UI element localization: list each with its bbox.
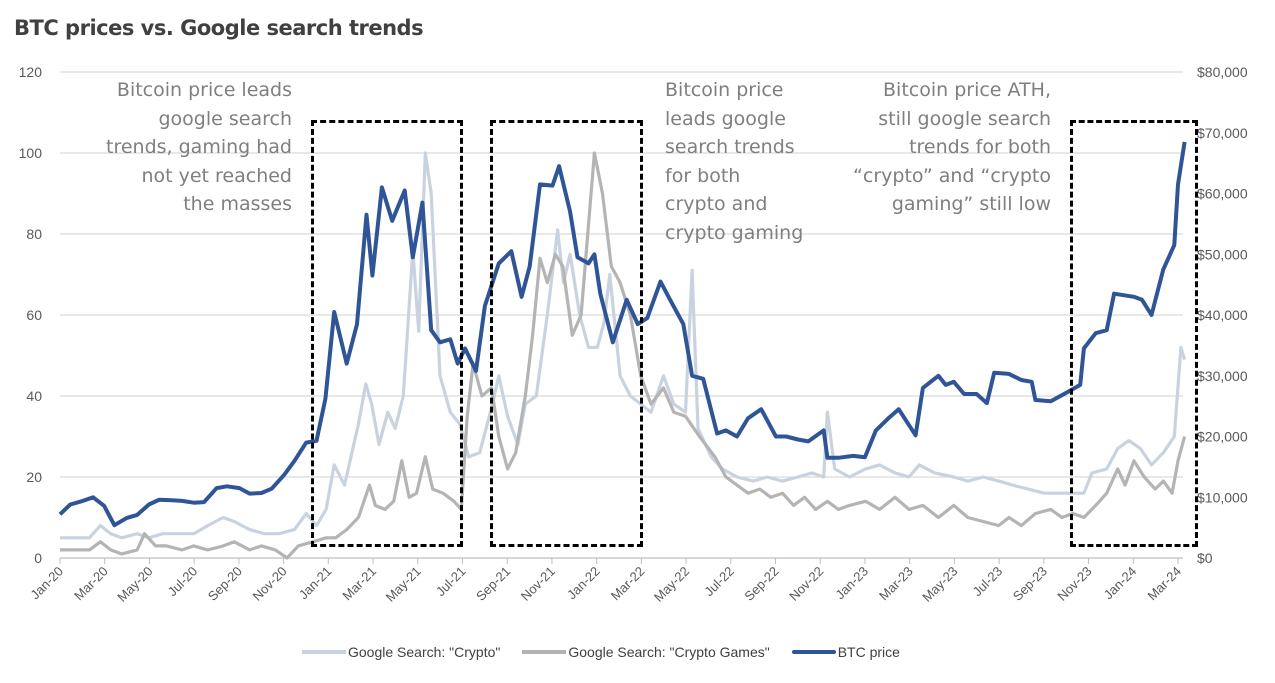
- y-tick-label: 100: [19, 145, 43, 161]
- x-tick-label: Nov-23: [1054, 564, 1094, 604]
- x-tick-label: Nov-22: [786, 564, 826, 604]
- x-tick-label: Nov-21: [518, 564, 558, 604]
- annotation-2: Bitcoin price leads google search trends…: [665, 79, 804, 244]
- legend-label: BTC price: [837, 644, 900, 660]
- y-tick-label: 40: [26, 388, 42, 404]
- y2-tick-label: $50,000: [1197, 246, 1248, 262]
- legend-item-crypto: Google Search: "Crypto": [302, 644, 500, 660]
- highlight-box-2021-h2: [490, 120, 643, 547]
- legend-swatch: [302, 650, 346, 654]
- y-tick-label: 60: [26, 307, 42, 323]
- y-tick-label: 80: [26, 226, 42, 242]
- series-line-crypto: [60, 151, 1187, 540]
- y-tick-label: 0: [34, 550, 42, 566]
- x-tick-label: Jul-22: [701, 564, 737, 600]
- x-tick-label: May-21: [383, 564, 424, 605]
- x-tick-label: Nov-20: [249, 564, 289, 604]
- x-tick-label: May-20: [114, 564, 155, 605]
- y2-tick-label: $30,000: [1197, 368, 1248, 384]
- y-tick-label: 20: [26, 469, 42, 485]
- x-tick-label: Mar-22: [608, 564, 648, 604]
- series-line-crypto-games: [60, 151, 1187, 560]
- series-line-btc-price: [58, 141, 1187, 528]
- legend: Google Search: "Crypto" Google Search: "…: [302, 644, 900, 660]
- legend-item-crypto-games: Google Search: "Crypto Games": [522, 644, 770, 660]
- x-tick-label: Sep-23: [1010, 564, 1050, 604]
- x-tick-label: Jul-23: [970, 564, 1006, 600]
- x-tick-label: Jan-20: [27, 564, 66, 603]
- legend-label: Google Search: "Crypto Games": [568, 644, 770, 660]
- x-tick-label: Sep-21: [473, 564, 513, 604]
- highlight-box-2021-h1: [311, 120, 463, 547]
- y2-tick-label: $80,000: [1197, 64, 1248, 80]
- x-tick-label: Mar-23: [876, 564, 916, 604]
- y2-tick-label: $0: [1197, 550, 1213, 566]
- y2-tick-label: $20,000: [1197, 429, 1248, 445]
- y2-tick-label: $70,000: [1197, 125, 1248, 141]
- x-tick-label: Jan-24: [1101, 564, 1140, 603]
- y2-tick-label: $10,000: [1197, 489, 1248, 505]
- chart-title: BTC prices vs. Google search trends: [14, 16, 424, 40]
- annotation-1: Bitcoin price leads google search trends…: [106, 79, 292, 215]
- x-tick-label: Mar-24: [1144, 564, 1184, 604]
- x-tick-label: Jul-21: [433, 564, 469, 600]
- legend-swatch: [791, 650, 836, 654]
- x-tick-label: May-23: [919, 564, 960, 605]
- legend-label: Google Search: "Crypto": [348, 644, 501, 660]
- x-tick-label: Jan-22: [564, 564, 603, 603]
- x-tick-label: Mar-20: [71, 564, 111, 604]
- legend-item-btc-price: BTC price: [791, 644, 900, 660]
- annotation-3: Bitcoin price ATH, still google search t…: [853, 79, 1051, 215]
- highlight-box-2024: [1070, 120, 1198, 547]
- y-tick-label: 120: [19, 64, 43, 80]
- x-tick-label: Sep-22: [741, 564, 781, 604]
- x-tick-label: Jan-21: [296, 564, 335, 603]
- x-tick-label: Mar-21: [339, 564, 379, 604]
- x-tick-label: May-22: [651, 564, 692, 605]
- x-tick-label: Jan-23: [832, 564, 871, 603]
- x-tick-label: Sep-20: [205, 564, 245, 604]
- legend-swatch: [522, 650, 567, 654]
- y2-tick-label: $60,000: [1197, 186, 1248, 202]
- x-tick-label: Jul-20: [165, 564, 201, 600]
- y2-tick-label: $40,000: [1197, 307, 1248, 323]
